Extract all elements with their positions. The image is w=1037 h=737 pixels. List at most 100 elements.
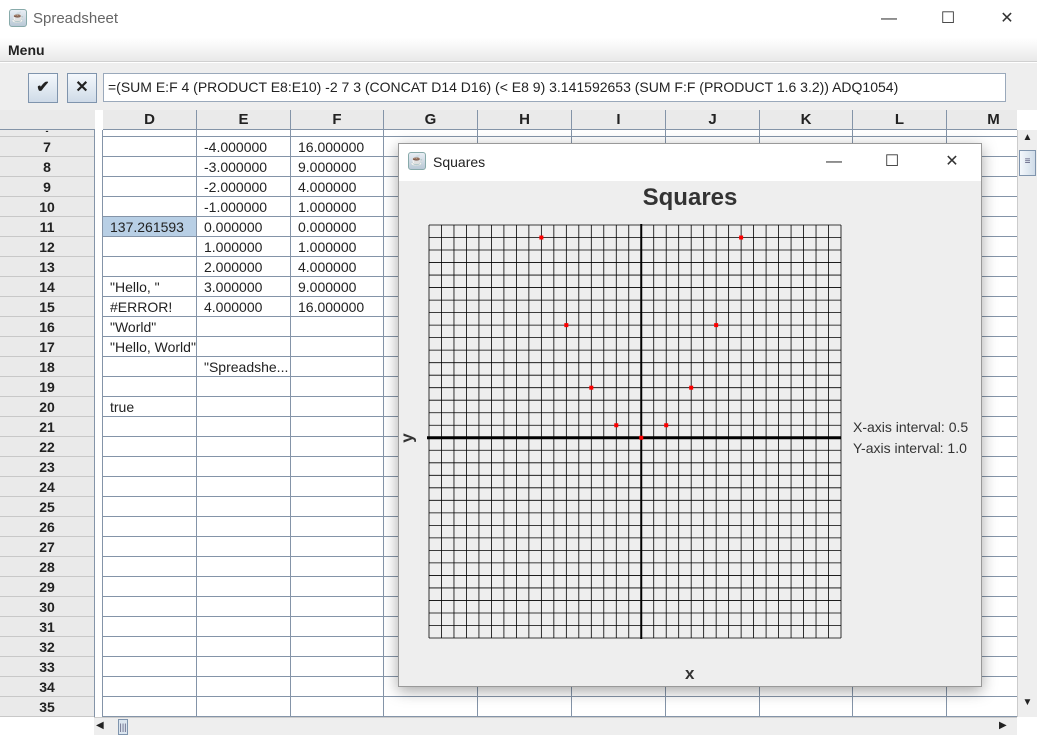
cell-M9[interactable] — [947, 177, 1017, 197]
cell-E24[interactable] — [197, 477, 291, 497]
cell-D19[interactable] — [103, 377, 197, 397]
cell-M27[interactable] — [947, 537, 1017, 557]
cell-E33[interactable] — [197, 657, 291, 677]
cell[interactable] — [197, 130, 291, 137]
cell-E32[interactable] — [197, 637, 291, 657]
row-header-25[interactable]: 25 — [0, 497, 94, 517]
cell-F21[interactable] — [291, 417, 384, 437]
scroll-up-icon[interactable]: ▲ — [1022, 132, 1033, 143]
cell-F11[interactable]: 0.000000 — [291, 217, 384, 237]
cell-E30[interactable] — [197, 597, 291, 617]
cell-D29[interactable] — [103, 577, 197, 597]
cell-E17[interactable] — [197, 337, 291, 357]
column-header-M[interactable]: M — [947, 110, 1017, 130]
cell-E7[interactable]: -4.000000 — [197, 137, 291, 157]
cell-F12[interactable]: 1.000000 — [291, 237, 384, 257]
cell[interactable] — [666, 130, 760, 137]
column-header-L[interactable]: L — [853, 110, 947, 130]
dialog-minimize-button[interactable]: — — [826, 153, 842, 170]
cell-F22[interactable] — [291, 437, 384, 457]
cell-M17[interactable] — [947, 337, 1017, 357]
cell-E29[interactable] — [197, 577, 291, 597]
dialog-close-button[interactable]: ✕ — [945, 153, 959, 170]
cell-K34[interactable] — [760, 677, 853, 697]
row-header-33[interactable]: 33 — [0, 657, 94, 677]
cell-D15[interactable]: #ERROR! — [103, 297, 197, 317]
column-header-D[interactable]: D — [103, 110, 197, 130]
scroll-left-icon[interactable]: ◀ — [96, 720, 104, 731]
cell-G34[interactable] — [384, 677, 478, 697]
cell-I34[interactable] — [572, 677, 666, 697]
row-header-10[interactable]: 10 — [0, 197, 94, 217]
cell-F18[interactable] — [291, 357, 384, 377]
cell-D31[interactable] — [103, 617, 197, 637]
cell-M8[interactable] — [947, 157, 1017, 177]
column-header-K[interactable]: K — [760, 110, 853, 130]
row-header-11[interactable]: 11 — [0, 217, 94, 237]
cell[interactable] — [384, 130, 478, 137]
cell-F8[interactable]: 9.000000 — [291, 157, 384, 177]
cell-F16[interactable] — [291, 317, 384, 337]
row-header-14[interactable]: 14 — [0, 277, 94, 297]
cell-D27[interactable] — [103, 537, 197, 557]
cell-M34[interactable] — [947, 677, 1017, 697]
row-header-32[interactable]: 32 — [0, 637, 94, 657]
cell-F15[interactable]: 16.000000 — [291, 297, 384, 317]
cell-F29[interactable] — [291, 577, 384, 597]
cell-F34[interactable] — [291, 677, 384, 697]
cell-I35[interactable] — [572, 697, 666, 717]
cell[interactable] — [760, 130, 853, 137]
row-header-29[interactable]: 29 — [0, 577, 94, 597]
cell-H35[interactable] — [478, 697, 572, 717]
cell-D9[interactable] — [103, 177, 197, 197]
cell-E31[interactable] — [197, 617, 291, 637]
row-header-31[interactable]: 31 — [0, 617, 94, 637]
cell-M22[interactable] — [947, 437, 1017, 457]
row-header-17[interactable]: 17 — [0, 337, 94, 357]
row-header-26[interactable]: 26 — [0, 517, 94, 537]
cell[interactable] — [478, 130, 572, 137]
cell-D14[interactable]: "Hello, " — [103, 277, 197, 297]
cell-E21[interactable] — [197, 417, 291, 437]
cell-F10[interactable]: 1.000000 — [291, 197, 384, 217]
scroll-down-icon[interactable]: ▼ — [1022, 697, 1033, 708]
cell-D23[interactable] — [103, 457, 197, 477]
cell-D11[interactable]: 137.261593 — [103, 217, 197, 237]
cell-M19[interactable] — [947, 377, 1017, 397]
cell-D18[interactable] — [103, 357, 197, 377]
row-header-9[interactable]: 9 — [0, 177, 94, 197]
cell-E20[interactable] — [197, 397, 291, 417]
maximize-button[interactable]: ☐ — [940, 10, 956, 27]
cell-E12[interactable]: 1.000000 — [197, 237, 291, 257]
cell-E22[interactable] — [197, 437, 291, 457]
cell-D16[interactable]: "World" — [103, 317, 197, 337]
cell-E14[interactable]: 3.000000 — [197, 277, 291, 297]
row-header-22[interactable]: 22 — [0, 437, 94, 457]
cell-D12[interactable] — [103, 237, 197, 257]
cell-F32[interactable] — [291, 637, 384, 657]
cell-M29[interactable] — [947, 577, 1017, 597]
cell-E35[interactable] — [197, 697, 291, 717]
cell-D28[interactable] — [103, 557, 197, 577]
cell-F19[interactable] — [291, 377, 384, 397]
cell-E8[interactable]: -3.000000 — [197, 157, 291, 177]
cell-D35[interactable] — [103, 697, 197, 717]
cell-F28[interactable] — [291, 557, 384, 577]
cell-H34[interactable] — [478, 677, 572, 697]
cell-F14[interactable]: 9.000000 — [291, 277, 384, 297]
cell-D26[interactable] — [103, 517, 197, 537]
row-header-21[interactable]: 21 — [0, 417, 94, 437]
cell-D30[interactable] — [103, 597, 197, 617]
cell-M35[interactable] — [947, 697, 1017, 717]
cell-M20[interactable] — [947, 397, 1017, 417]
cell-M24[interactable] — [947, 477, 1017, 497]
column-header-E[interactable]: E — [197, 110, 291, 130]
cell-M30[interactable] — [947, 597, 1017, 617]
cell-D24[interactable] — [103, 477, 197, 497]
row-header-18[interactable]: 18 — [0, 357, 94, 377]
cell-M11[interactable] — [947, 217, 1017, 237]
column-header-J[interactable]: J — [666, 110, 760, 130]
cell-G35[interactable] — [384, 697, 478, 717]
row-header-23[interactable]: 23 — [0, 457, 94, 477]
cell-D13[interactable] — [103, 257, 197, 277]
